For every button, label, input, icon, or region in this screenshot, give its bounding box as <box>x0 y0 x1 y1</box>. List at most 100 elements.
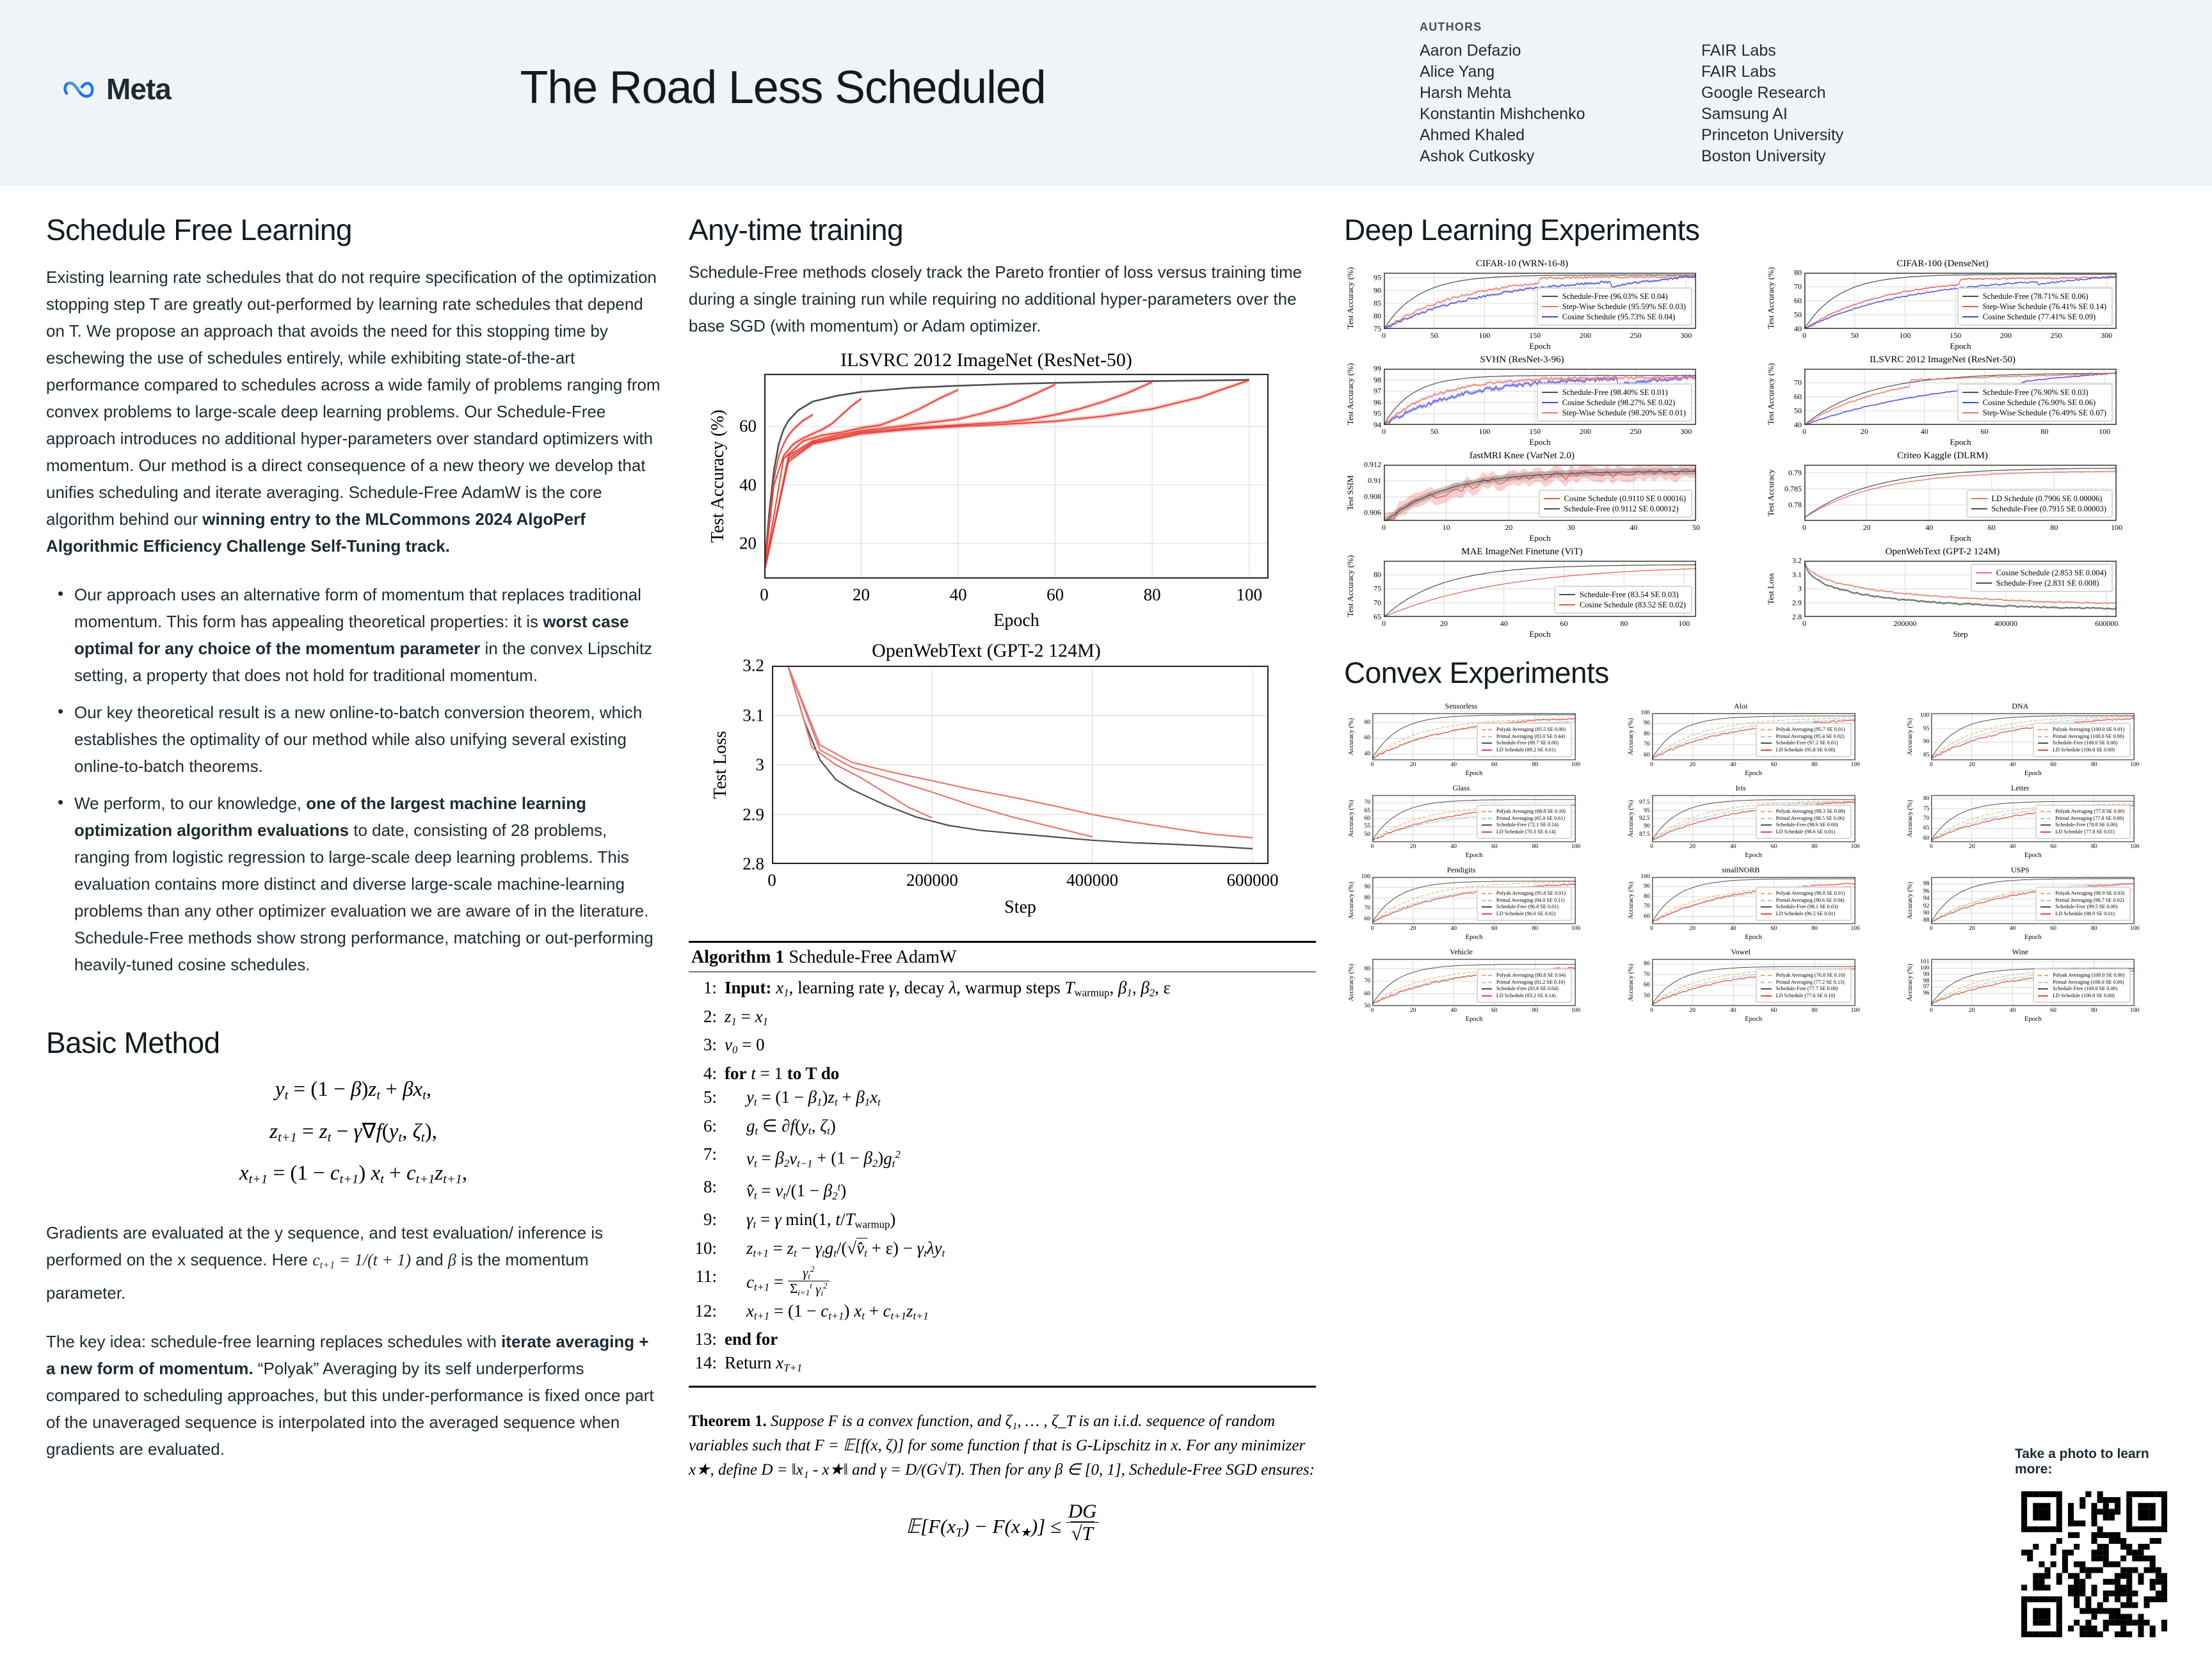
legend-line-swatch <box>1761 981 1772 983</box>
legend-label: Primal Averaging (94.0 SE 0.11) <box>1496 897 1565 903</box>
equation-y: yt = (1 − β)zt + βxt, <box>275 1078 432 1103</box>
y-tick-label: 94 <box>1923 895 1930 902</box>
legend-label: Step-Wise Schedule (95.59% SE 0.03) <box>1562 302 1686 311</box>
algorithm-line: 3: v0 = 0 <box>691 1033 1313 1062</box>
legend-entry: Schedule-Free (100.0 SE 0.00) <box>2037 986 2125 993</box>
deep-learning-chart-grid: CIFAR-10 (WRN-16-8) 0 50 100 150 200 250 300 75 8… <box>1344 259 2174 643</box>
column-left: Schedule Free Learning Existing learning… <box>46 212 661 1659</box>
x-tick-label: 0 <box>1802 427 1806 436</box>
y-tick-label: 96 <box>1374 397 1381 407</box>
y-tick-label: 0.906 <box>1364 508 1381 517</box>
legend-label: Step-Wise Schedule (98.20% SE 0.01) <box>1562 408 1686 417</box>
legend-label: Primal Averaging (77.2 SE 0.13) <box>1775 979 1845 985</box>
algorithm-line-number: 9: <box>703 1210 717 1230</box>
legend-label: Primal Averaging (65.0 SE 0.61) <box>1496 815 1566 821</box>
x-tick-label: 0 <box>1650 844 1654 850</box>
author-name: Konstantin Mishchenko <box>1420 105 1585 123</box>
chart-legend: LD Schedule (0.7906 SE 0.00006) Schedule-… <box>1966 490 2113 518</box>
x-axis-label: Epoch <box>1529 341 1551 351</box>
legend-label: Schedule-Free (0.7915 SE 0.00003) <box>1991 504 2106 513</box>
qr-caption: Take a photo to learn more: <box>2015 1447 2149 1477</box>
y-tick-label: 75 <box>1923 805 1930 812</box>
legend-entry: Schedule-Free (96.03% SE 0.04) <box>1541 291 1686 301</box>
x-tick-label: 0 <box>1370 1007 1374 1014</box>
method-note-post: is the momentum parameter. <box>46 1250 589 1302</box>
x-tick-label: 100 <box>1236 585 1262 604</box>
author-name: Aaron Defazio <box>1420 42 1521 60</box>
x-tick-label: 40 <box>1450 926 1457 932</box>
y-tick-label: 20 <box>739 533 757 553</box>
y-tick-label: 80 <box>1364 965 1371 972</box>
legend-line-swatch <box>1481 742 1492 744</box>
legend-label: Schedule-Free (77.7 SE 0.08) <box>1775 986 1838 991</box>
legend-entry: Primal Averaging (98.7 SE 0.02) <box>2040 897 2124 904</box>
y-axis-label: Test Loss <box>710 730 730 799</box>
x-tick-label: 20 <box>853 585 870 604</box>
legend-line-swatch <box>1559 604 1576 605</box>
equation-z: zt+1 = zt − γ∇f(yt, ζt), <box>269 1119 437 1145</box>
legend-line-swatch <box>1761 913 1772 915</box>
chart-legend: Polyak Averaging (98.3 SE 0.08) Primal Av… <box>1756 805 1852 839</box>
algorithm-lines: 1: Input: x1, learning rate γ, decay λ, w… <box>689 972 1316 1386</box>
y-tick-label: 50 <box>1364 1003 1371 1009</box>
chart-legend: Polyak Averaging (95.8 SE 0.01) Primal Av… <box>1476 886 1572 921</box>
legend-label: Schedule-Free (97.2 SE 0.01) <box>1775 740 1838 746</box>
x-tick-label: 40 <box>2009 762 2016 768</box>
y-axis-label: Test Accuracy (%) <box>708 410 728 543</box>
legend-line-swatch <box>1962 316 1978 317</box>
x-tick-label: 300 <box>1680 427 1692 436</box>
x-tick-label: 200000 <box>906 870 958 890</box>
chart-title: Pendigits <box>1447 865 1476 874</box>
legend-line-swatch <box>1481 995 1492 997</box>
x-tick-label: 20 <box>1689 1007 1696 1014</box>
y-tick-label: 2.9 <box>742 805 764 824</box>
legend-label: Cosine Schedule (77.41% SE 0.09) <box>1982 312 2096 321</box>
y-tick-label: 65 <box>1923 825 1930 832</box>
legend-line-swatch <box>1481 729 1492 731</box>
y-tick-label: 3.1 <box>1792 570 1802 579</box>
x-tick-label: 0 <box>1382 331 1386 340</box>
legend-label: Schedule-Free (98.40% SE 0.01) <box>1562 388 1668 397</box>
y-tick-label: 100 <box>1640 710 1650 716</box>
key-point-item: Our key theoretical result is a new onli… <box>55 698 661 780</box>
legend-entry: Schedule-Free (99.5 SE 0.00) <box>2040 904 2124 911</box>
x-tick-label: 20 <box>1505 523 1513 532</box>
y-tick-label: 80 <box>1644 730 1650 737</box>
x-tick-label: 0 <box>1382 427 1386 436</box>
algorithm-line: 12: xt+1 = (1 − ct+1) xt + ct+1zt+1 <box>691 1299 1313 1328</box>
chart-title: CIFAR-10 (WRN-16-8) <box>1475 259 1569 269</box>
chart-legend: Polyak Averaging (77.8 SE 0.00) Primal Av… <box>2035 805 2131 839</box>
legend-entry: Polyak Averaging (90.8 SE 0.01) <box>1761 890 1845 897</box>
x-tick-label: 100 <box>2130 926 2140 932</box>
x-tick-label: 80 <box>1532 844 1539 850</box>
y-tick-label: 3.2 <box>742 655 764 675</box>
author-affiliation: Boston University <box>1701 147 1826 165</box>
x-axis-label: Epoch <box>1745 1016 1763 1023</box>
legend-label: Polyak Averaging (80.8 SE 0.04) <box>1496 972 1566 978</box>
chart-smallnorb: smallNORB 0 20 40 60 80 100 60 70 80 90 100 Epoch Acc… <box>1624 865 1860 947</box>
chart-mae-vit: MAE ImageNet Finetune (ViT) 0 20 40 60 80 100 6… <box>1344 547 1700 643</box>
y-tick-label: 70 <box>1364 799 1371 806</box>
legend-entry: LD Schedule (100.0 SE 0.00) <box>2037 747 2125 754</box>
legend-line-swatch <box>1761 995 1772 997</box>
legend-line-swatch <box>2040 817 2051 819</box>
y-axis-label: Accuracy (%) <box>1348 799 1355 838</box>
chart-criteo: Criteo Kaggle (DLRM) 0 20 40 60 80 100 0.78 0.78… <box>1765 451 2122 547</box>
x-tick-label: 60 <box>2050 1007 2056 1014</box>
theorem-label: Theorem 1. <box>689 1413 767 1431</box>
y-tick-label: 65 <box>1364 807 1371 814</box>
x-tick-label: 0 <box>767 870 776 890</box>
author-row: Konstantin Mishchenko Samsung AI <box>1420 104 1868 125</box>
legend-entry: Polyak Averaging (68.8 SE 0.10) <box>1481 808 1566 815</box>
key-idea-paragraph: The key idea: schedule-free learning rep… <box>46 1328 661 1463</box>
qr-code-icon[interactable] <box>2015 1485 2167 1637</box>
x-tick-label: 0 <box>1650 762 1654 768</box>
y-tick-label: 70 <box>1364 905 1371 912</box>
legend-label: Polyak Averaging (95.8 SE 0.01) <box>1496 890 1566 896</box>
legend-line-swatch <box>2040 893 2051 895</box>
x-tick-label: 400000 <box>1994 619 2017 628</box>
legend-line-swatch <box>1559 594 1576 595</box>
y-tick-label: 98 <box>1923 881 1930 888</box>
legend-label: Primal Averaging (83.0 SE 0.44) <box>1496 733 1566 739</box>
legend-entry: LD Schedule (89.2 SE 0.01) <box>1481 747 1566 754</box>
